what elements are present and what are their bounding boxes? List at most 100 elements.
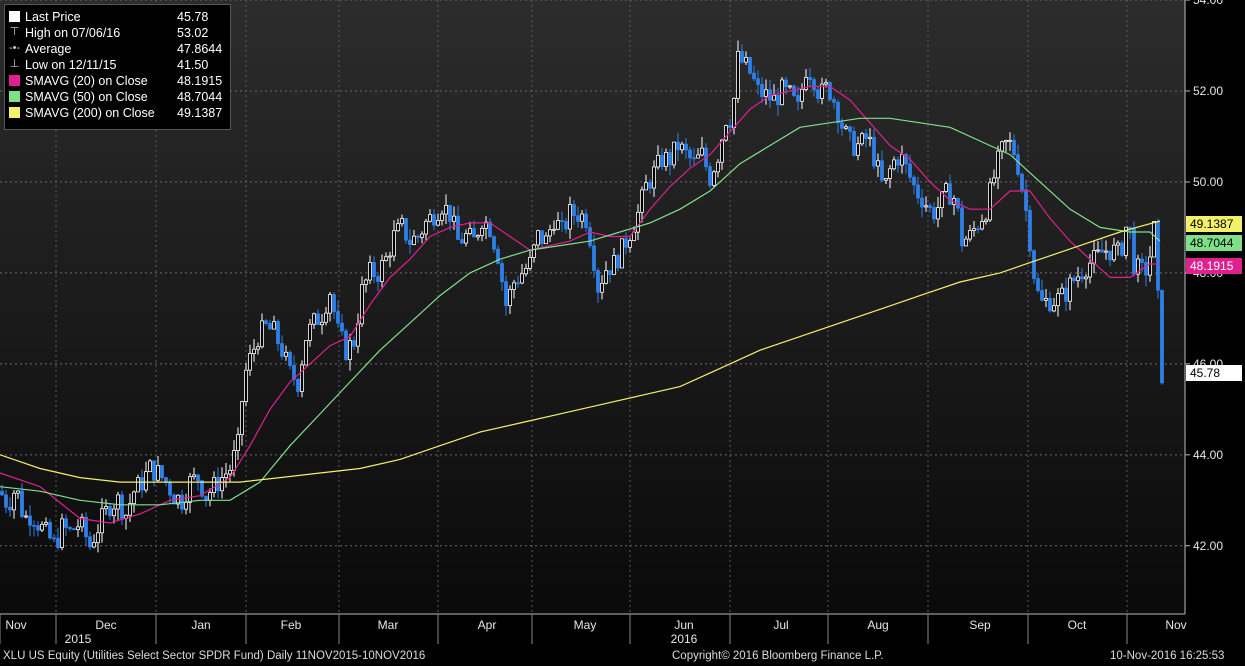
x-tick-label: Jun [674,618,693,632]
yellow-square-icon [9,107,20,118]
candle-down [740,50,744,63]
candle-down [344,330,348,361]
candle-up [532,244,536,258]
candle-down [404,218,408,241]
candle-down [684,143,688,151]
candle-up [980,221,984,230]
candle-up [436,220,440,226]
candle-down [960,207,964,247]
candle-down [196,474,200,482]
candle-down [660,154,664,167]
candle-down [1072,277,1076,282]
candle-up [16,490,20,494]
sma-line [0,85,1161,524]
candle-down [760,83,764,97]
candle-up [636,211,640,233]
candle-down [332,294,336,313]
candle-up [184,501,188,510]
candle-down [52,537,56,540]
candle-down [748,56,752,74]
candle-down [848,126,852,132]
candle-down [1020,173,1024,191]
candle-down [668,152,672,166]
candle-up [400,218,404,225]
candle-up [320,321,324,326]
candle-up [80,516,84,528]
candle-down [488,221,492,238]
candle-up [392,230,396,257]
candle-up [924,205,928,208]
candle-up [712,171,716,186]
candle-up [1112,244,1116,261]
candle-up [384,256,388,261]
candle-up [736,50,740,99]
candle-down [1132,228,1136,275]
x-tick-label: Aug [867,618,888,632]
candle-up [940,191,944,209]
chart-legend: Last Price 45.78 ⊤ High on 07/06/16 53.0… [4,4,231,130]
legend-item-average: -•- Average 47.8644 [9,42,223,56]
candle-up [360,284,364,325]
candle-down [1040,290,1044,301]
candle-down [1036,278,1040,291]
candle-up [744,56,748,63]
candle-down [808,77,812,80]
candle-down [616,255,620,269]
candle-up [132,491,136,504]
candle-down [920,197,924,208]
candle-down [1108,250,1112,261]
y-tick-label: 54.00 [1193,0,1223,7]
candle-up [396,223,400,232]
candle-down [916,184,920,199]
candle-down [584,213,588,229]
candle-up [580,213,584,222]
candle-up [248,353,252,371]
candle-up [272,321,276,330]
candle-up [1056,293,1060,307]
candle-down [336,311,340,324]
candle-up [732,97,736,128]
candle-up [76,526,80,531]
candle-up [212,477,216,493]
candle-up [1148,256,1152,276]
candle-up [1096,249,1100,252]
candle-down [352,340,356,347]
candle-down [592,245,596,271]
candle-down [904,154,908,165]
candle-up [148,460,152,473]
candle-up [868,136,872,139]
candle-up [544,235,548,245]
candle-up [764,89,768,97]
footer-security-info: XLU US Equity (Utilities Select Sector S… [3,650,426,662]
x-tick-label: Dec [95,618,116,632]
candle-up [1044,297,1048,301]
candle-up [412,235,416,245]
candle-down [728,125,732,128]
candle-down [752,72,756,80]
candle-down [264,320,268,324]
candle-down [564,220,568,230]
candle-up [364,279,368,285]
candle-up [444,204,448,215]
legend-item-sma200: SMAVG (200) on Close 49.1387 [5,105,228,121]
candle-down [832,99,836,103]
candle-up [992,177,996,184]
candle-down [1024,189,1028,211]
candle-up [12,492,16,511]
candle-down [372,261,376,278]
candle-up [1000,141,1004,152]
candle-up [420,233,424,238]
candle-down [492,236,496,250]
candle-down [912,176,916,186]
candle-down [84,516,88,538]
candle-down [648,182,652,189]
candle-up [524,268,528,275]
candle-up [464,233,468,244]
candle-up [356,323,360,347]
candle-down [316,313,320,326]
y-tick-label: 50.00 [1193,175,1223,189]
candle-down [840,122,844,129]
candle-up [468,228,472,234]
x-tick-label: Jan [191,618,210,632]
candle-up [856,143,860,156]
